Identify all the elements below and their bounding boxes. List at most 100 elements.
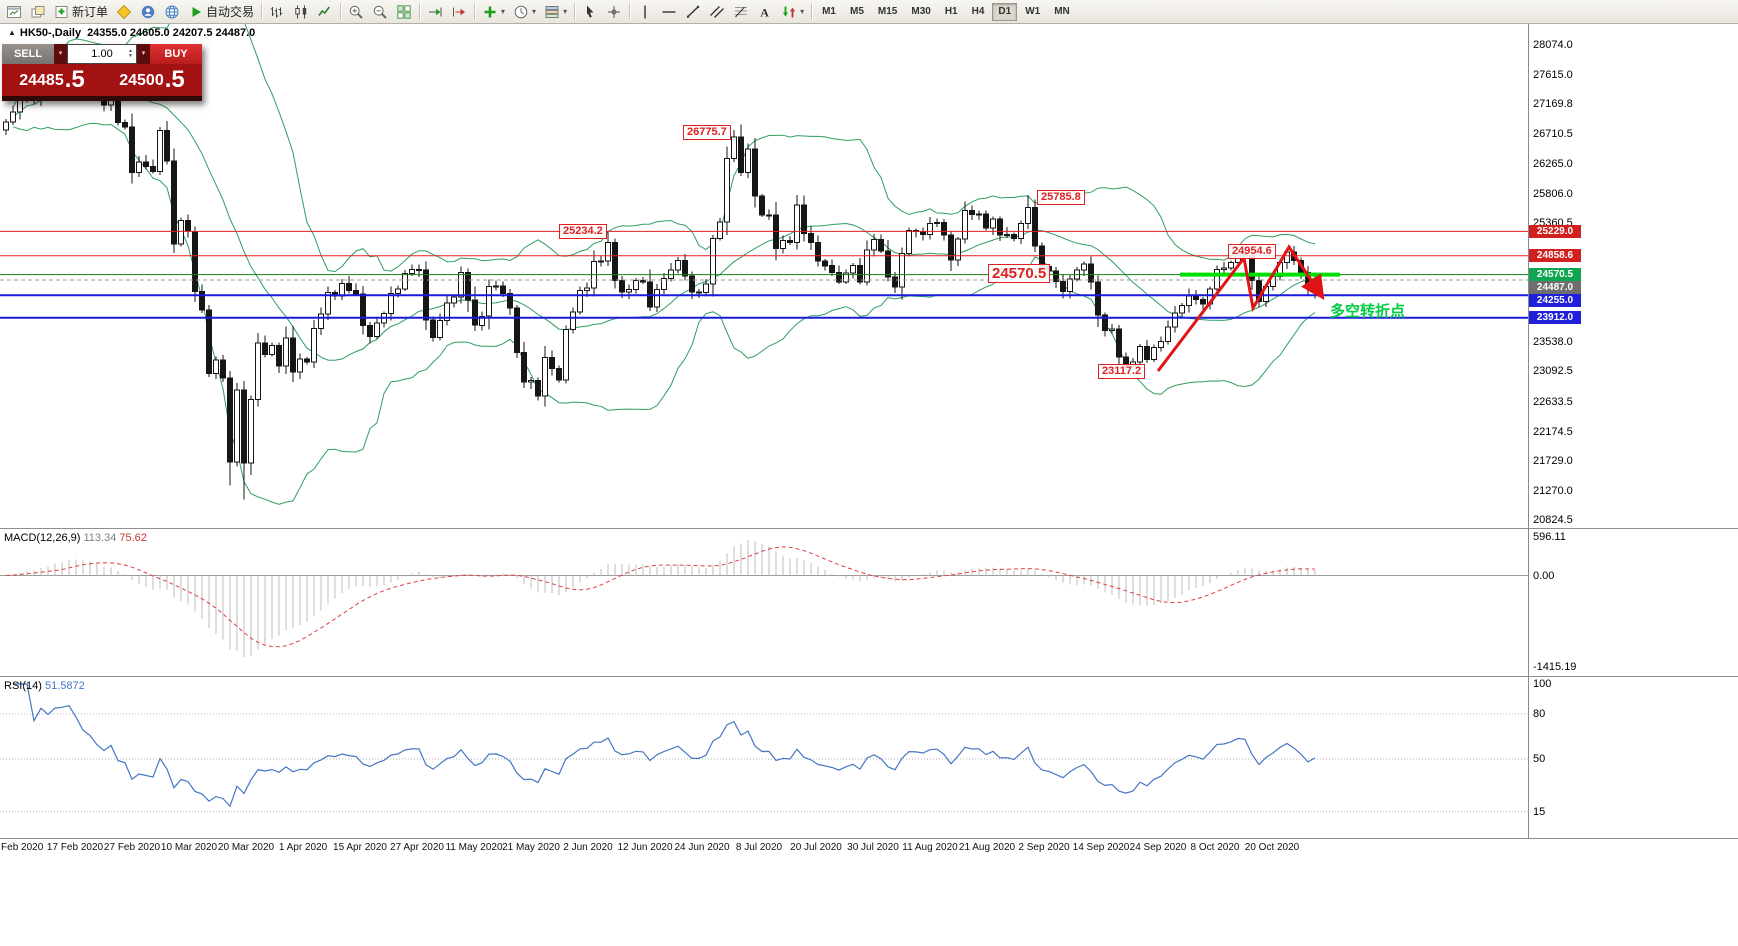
newchart-icon [7, 5, 21, 18]
timeframe-mn-button[interactable]: MN [1054, 5, 1070, 17]
channel-tool-button[interactable] [705, 2, 729, 22]
candles-icon [295, 5, 307, 18]
neworder-icon [55, 5, 68, 18]
price-annotation-25234.2[interactable]: 25234.2 [559, 224, 607, 239]
price-pane [0, 24, 1528, 505]
buy-price[interactable]: 24500.5 [102, 64, 202, 96]
profiles-icon [31, 5, 45, 17]
zigzag-arrow[interactable] [1156, 244, 1325, 372]
trendline-icon [686, 5, 700, 18]
metaeditor-icon [116, 4, 132, 19]
time-scale[interactable] [0, 839, 1738, 861]
bars-chart-button[interactable] [265, 2, 289, 22]
tile-icon [397, 4, 411, 19]
timeframe-m5-button[interactable]: M5 [850, 5, 864, 17]
metaeditor-button[interactable] [112, 2, 136, 22]
buy-options-button[interactable]: ▾ [137, 44, 150, 64]
sell-button[interactable]: SELL [2, 44, 54, 64]
mql5-globe-button[interactable] [160, 2, 184, 22]
tile-windows-button[interactable] [392, 2, 416, 22]
dropdown-caret-icon: ▾ [800, 7, 805, 16]
bollinger-upper-band [12, 24, 1316, 273]
timeframe-w1-button[interactable]: W1 [1025, 5, 1041, 17]
auto-trading-button[interactable]: 自动交易 [184, 2, 258, 22]
toolbar-separator [340, 3, 342, 20]
chart-canvas[interactable] [0, 24, 1738, 946]
new-chart-button[interactable] [2, 2, 26, 22]
arrows-tool-button[interactable]: ▾ [777, 2, 808, 22]
rsi-pane [0, 683, 1528, 812]
community-button[interactable] [136, 2, 160, 22]
toolbar-separator [811, 3, 813, 20]
toolbar-separator [629, 3, 631, 20]
spinner-down-icon[interactable]: ▼ [128, 53, 133, 59]
spinner-up-icon[interactable]: ▲ [128, 48, 133, 54]
horizontal-line-tool-button[interactable] [657, 2, 681, 22]
sell-options-button[interactable]: ▾ [54, 44, 67, 64]
chart-shift-button[interactable] [447, 2, 471, 22]
vertical-line-tool-button[interactable] [633, 2, 657, 22]
dropdown-caret-icon: ▾ [563, 7, 568, 16]
price-annotation-25785.8[interactable]: 25785.8 [1037, 190, 1085, 205]
candlestick-chart-button[interactable] [289, 2, 313, 22]
line-chart-button[interactable] [313, 2, 337, 22]
indicators-list-button[interactable]: ▾ [478, 2, 509, 22]
dropdown-caret-icon: ▾ [532, 7, 537, 16]
templates-button[interactable]: ▾ [540, 2, 571, 22]
timeframe-d1-button[interactable]: D1 [992, 2, 1018, 21]
vline-icon [644, 5, 646, 18]
toolbar-separator [419, 3, 421, 20]
price-annotation-26775.7[interactable]: 26775.7 [683, 125, 731, 140]
timeframe-m30-button[interactable]: M30 [911, 5, 931, 17]
trendline-tool-button[interactable] [681, 2, 705, 22]
new-order-button[interactable]: 新订单 [50, 2, 112, 22]
timeframe-h1-button[interactable]: H1 [944, 5, 958, 17]
timeframe-h4-button[interactable]: H4 [971, 5, 985, 17]
main-toolbar: 新订单 自动交易 ▾ ▾ ▾ A ▾ M1 M5 M15 M30 H1 H4 D1 W1 MN [0, 0, 1738, 24]
rsi-line [13, 683, 1316, 808]
buy-button[interactable]: BUY [150, 44, 202, 64]
auto-trading-label: 自动交易 [206, 5, 255, 19]
shift-icon [453, 7, 466, 16]
price-scale[interactable] [1529, 24, 1738, 838]
timeframe-m1-button[interactable]: M1 [822, 5, 836, 17]
volume-spinner[interactable]: ▲ ▼ [126, 45, 135, 63]
profiles-button[interactable] [26, 2, 50, 22]
one-click-trading-panel: SELL ▾ 1.00 ▲ ▼ ▾ BUY 24485.5 24500.5 [2, 44, 202, 101]
periods-icon [514, 5, 528, 18]
sell-price[interactable]: 24485.5 [2, 64, 102, 96]
indicators-icon [484, 6, 496, 17]
volume-value: 1.00 [91, 48, 113, 60]
price-annotation-24954.6[interactable]: 24954.6 [1228, 244, 1276, 259]
periods-list-button[interactable]: ▾ [509, 2, 540, 22]
crosshair-tool-button[interactable] [602, 2, 626, 22]
sell-price-pips: .5 [64, 66, 85, 93]
macd-signal-line [5, 546, 1316, 648]
cursor-tool-button[interactable] [578, 2, 602, 22]
hline-icon [662, 10, 676, 13]
turning-point-note[interactable]: 多空转折点 [1330, 303, 1406, 320]
arrows-icon [783, 6, 796, 17]
buy-price-pips: .5 [164, 66, 185, 93]
chart-window: ▲ HK50-,Daily 24355.0 24605.0 24207.5 2448… [0, 24, 1738, 946]
zoom-out-button[interactable] [368, 2, 392, 22]
timeframe-m15-button[interactable]: M15 [877, 5, 898, 17]
globe-icon [165, 5, 179, 18]
auto-scroll-button[interactable] [423, 2, 447, 22]
bars-icon [270, 6, 283, 17]
autotrading-icon [192, 6, 202, 17]
macd-pane [0, 539, 1528, 657]
price-annotation-24570.5[interactable]: 24570.5 [988, 264, 1051, 283]
volume-input[interactable]: 1.00 ▲ ▼ [67, 44, 137, 64]
linechart-icon [318, 6, 330, 16]
price-annotation-23117.2[interactable]: 23117.2 [1098, 364, 1146, 379]
zoomout-icon [373, 5, 387, 19]
fibonacci-tool-button[interactable] [729, 2, 753, 22]
one-click-toggle[interactable]: ▲ [8, 28, 16, 37]
community-icon [141, 5, 155, 18]
zoom-in-button[interactable] [344, 2, 368, 22]
crosshair-icon [608, 5, 621, 18]
zoomin-icon [349, 5, 363, 19]
text-tool-button[interactable]: A [753, 2, 777, 22]
toolbar-separator [574, 3, 576, 20]
